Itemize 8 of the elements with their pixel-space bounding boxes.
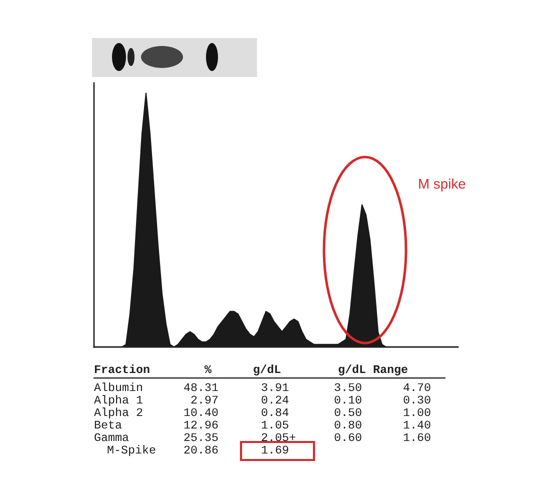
text: Alpha 2 10.40 0.84 0.50 1.00: [94, 408, 430, 418]
annotation: M spike: [419, 178, 466, 192]
text: Gamma 25.35 2.05+ 0.60 1.60: [94, 433, 430, 442]
text: Fraction % g/dL g/dL Range: [94, 364, 408, 376]
text: Albumin 48.31 3.91 3.50 4.70: [94, 382, 430, 392]
text: M-Spike 20.86 1.69: [108, 445, 288, 456]
text: Beta 12.96 1.05 0.80 1.40: [94, 420, 430, 429]
text: Alpha 1 2.97 0.24 0.10 0.30: [94, 395, 430, 406]
